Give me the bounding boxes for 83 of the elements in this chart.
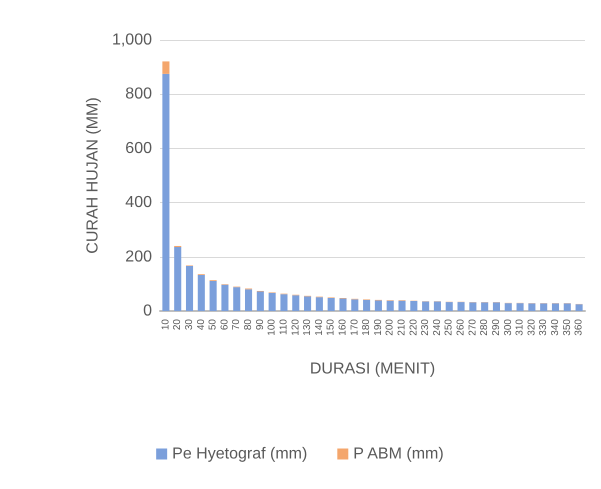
x-tick-label: 50 [208, 318, 219, 330]
bar [422, 302, 430, 311]
x-tick-label: 100 [266, 318, 278, 336]
bar [186, 266, 194, 311]
bar [481, 302, 488, 311]
bar [233, 287, 240, 311]
x-tick-label: 320 [526, 318, 538, 336]
x-tick-label: 190 [372, 318, 384, 336]
bar [162, 74, 170, 311]
x-tick-label: 160 [337, 318, 348, 336]
bar [458, 302, 465, 311]
y-axis-title: CURAH HUJAN (MM) [84, 97, 102, 254]
x-tick-label: 340 [550, 318, 561, 336]
bar [339, 298, 347, 311]
x-tick-label: 260 [456, 318, 467, 336]
x-tick-label: 120 [290, 318, 302, 336]
legend-label: Pe Hyetograf (mm) [172, 446, 308, 462]
x-tick-label: 30 [184, 318, 196, 330]
x-axis-title: DURASI (MENIT) [310, 360, 436, 378]
bar [564, 303, 571, 311]
x-tick-label: 220 [408, 318, 420, 336]
bar [351, 299, 358, 311]
x-tick-label: 150 [326, 318, 337, 336]
bar [516, 303, 524, 311]
bar [256, 291, 264, 311]
bar [363, 300, 370, 311]
bar [398, 300, 406, 311]
bar [162, 61, 170, 74]
bar [245, 289, 252, 311]
bar [434, 302, 441, 311]
x-tick-label: 330 [538, 318, 550, 336]
bar [469, 302, 476, 311]
x-tick-label: 170 [349, 318, 360, 336]
y-tick-label: 600 [125, 140, 152, 157]
x-tick-label: 130 [302, 318, 314, 336]
x-tick-label: 20 [172, 318, 184, 330]
x-tick-label: 300 [502, 318, 514, 336]
x-tick-label: 140 [314, 318, 325, 336]
bar [504, 303, 512, 311]
x-tick-label: 270 [467, 318, 478, 336]
y-tick-label: 0 [143, 302, 152, 320]
x-tick-label: 180 [361, 318, 372, 336]
bar [576, 304, 583, 311]
x-tick-label: 210 [396, 318, 408, 336]
x-tick-label: 350 [562, 318, 573, 336]
y-tick-label: 400 [125, 194, 152, 212]
x-tick-label: 240 [432, 318, 443, 336]
bar [386, 300, 394, 311]
x-tick-label: 200 [384, 318, 396, 336]
x-tick-label: 290 [490, 318, 502, 336]
bar [292, 295, 300, 311]
x-tick-label: 40 [196, 318, 207, 330]
bar [446, 302, 453, 311]
x-tick-label: 250 [444, 318, 455, 336]
bar [174, 247, 182, 311]
x-tick-label: 10 [160, 318, 172, 330]
bar [210, 280, 217, 311]
legend-label: P ABM (mm) [353, 446, 444, 462]
x-tick-label: 80 [243, 318, 254, 330]
bar [492, 302, 500, 311]
bar [280, 294, 288, 311]
x-tick-label: 310 [514, 318, 526, 336]
y-tick-label: 1,000 [112, 32, 152, 48]
bar [304, 296, 312, 311]
bar [328, 298, 335, 311]
bar [268, 292, 276, 311]
bar [410, 300, 418, 311]
bar [221, 284, 228, 311]
x-tick-label: 230 [420, 318, 432, 336]
x-tick-label: 60 [219, 318, 230, 330]
bar [316, 297, 323, 311]
y-tick-label: 800 [125, 86, 152, 103]
bar [528, 303, 536, 311]
x-tick-label: 70 [231, 318, 242, 330]
y-tick-label: 200 [125, 248, 152, 266]
bar [198, 274, 205, 311]
bar [374, 300, 382, 311]
x-tick-label: 360 [574, 318, 585, 336]
bar [540, 303, 548, 311]
x-tick-label: 280 [479, 318, 490, 336]
x-tick-label: 90 [254, 318, 266, 330]
bar [552, 303, 560, 311]
x-tick-label: 110 [278, 318, 290, 335]
